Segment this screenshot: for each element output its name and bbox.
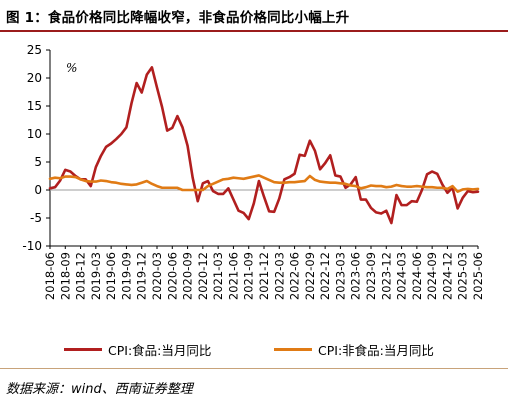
legend-swatch-food (64, 348, 102, 351)
title-divider (0, 30, 508, 32)
x-tick-label: 2018-12 (74, 252, 88, 300)
x-tick-label: 2022-12 (318, 252, 332, 300)
figure-title: 图 1：食品价格同比降幅收窄，非食品价格同比小幅上升 (6, 10, 350, 26)
legend-swatch-nonfood (274, 348, 312, 351)
x-tick-label: 2018-09 (58, 252, 72, 300)
x-tick-label: 2020-06 (165, 252, 179, 300)
x-tick-label: 2024-12 (440, 252, 454, 300)
x-tick-label: 2021-12 (257, 252, 271, 300)
series-layer (48, 66, 480, 225)
x-tick-label: 2024-03 (395, 252, 409, 300)
x-tick-label: 2023-03 (333, 252, 347, 300)
series-line-nonfood (48, 174, 480, 193)
y-tick-label: 15 (27, 99, 42, 113)
legend-label-food: CPI:食品:当月同比 (108, 343, 212, 358)
y-tick-label: 0 (34, 183, 42, 197)
x-axis: 2018-06 2018-09 2018-12 2019-03 2019-06 2019-… (43, 189, 485, 300)
x-tick-label: 2019-06 (104, 252, 118, 300)
y-tick-label: -5 (30, 211, 42, 225)
x-tick-label: 2022-09 (303, 252, 317, 300)
x-tick-label: 2020-03 (150, 252, 164, 300)
x-tick-label: 2020-12 (196, 252, 210, 300)
legend-label-nonfood: CPI:非食品:当月同比 (318, 343, 434, 358)
x-tick-label: 2019-09 (119, 252, 133, 300)
x-tick-label: 2021-03 (211, 252, 225, 300)
y-tick-label: 20 (27, 71, 42, 85)
x-tick-label: 2024-09 (425, 252, 439, 300)
x-tick-label: 2023-06 (349, 252, 363, 300)
series-line-food (48, 66, 480, 225)
x-tick-label: 2021-09 (242, 252, 256, 300)
x-tick-label: 2019-12 (135, 252, 149, 300)
x-tick-label: 2024-06 (410, 252, 424, 300)
y-axis: -10 -5 0 5 10 15 20 25 (22, 43, 51, 253)
x-tick-label: 2023-09 (364, 252, 378, 300)
x-tick-label: 2018-06 (43, 252, 57, 300)
x-tick-label: 2022-06 (288, 252, 302, 300)
x-tick-label: 2025-06 (471, 252, 485, 300)
y-tick-label: 10 (27, 127, 42, 141)
y-unit-label: % (66, 61, 77, 75)
legend-item-nonfood: CPI:非食品:当月同比 (274, 340, 434, 359)
legend-item-food: CPI:食品:当月同比 (64, 340, 211, 359)
y-tick-label: -10 (22, 239, 42, 253)
x-tick-label: 2025-03 (456, 252, 470, 300)
x-tick-label: 2022-03 (272, 252, 286, 300)
x-tick-label: 2020-09 (181, 252, 195, 300)
source-note: 数据来源：wind、西南证券整理 (6, 382, 193, 397)
x-tick-label: 2023-12 (379, 252, 393, 300)
x-tick-label: 2021-06 (226, 252, 240, 300)
legend: CPI:食品:当月同比 CPI:非食品:当月同比 (0, 334, 508, 364)
x-tick-label: 2019-03 (89, 252, 103, 300)
y-tick-label: 5 (34, 155, 42, 169)
source-divider (0, 368, 508, 369)
y-tick-label: 25 (27, 43, 42, 57)
